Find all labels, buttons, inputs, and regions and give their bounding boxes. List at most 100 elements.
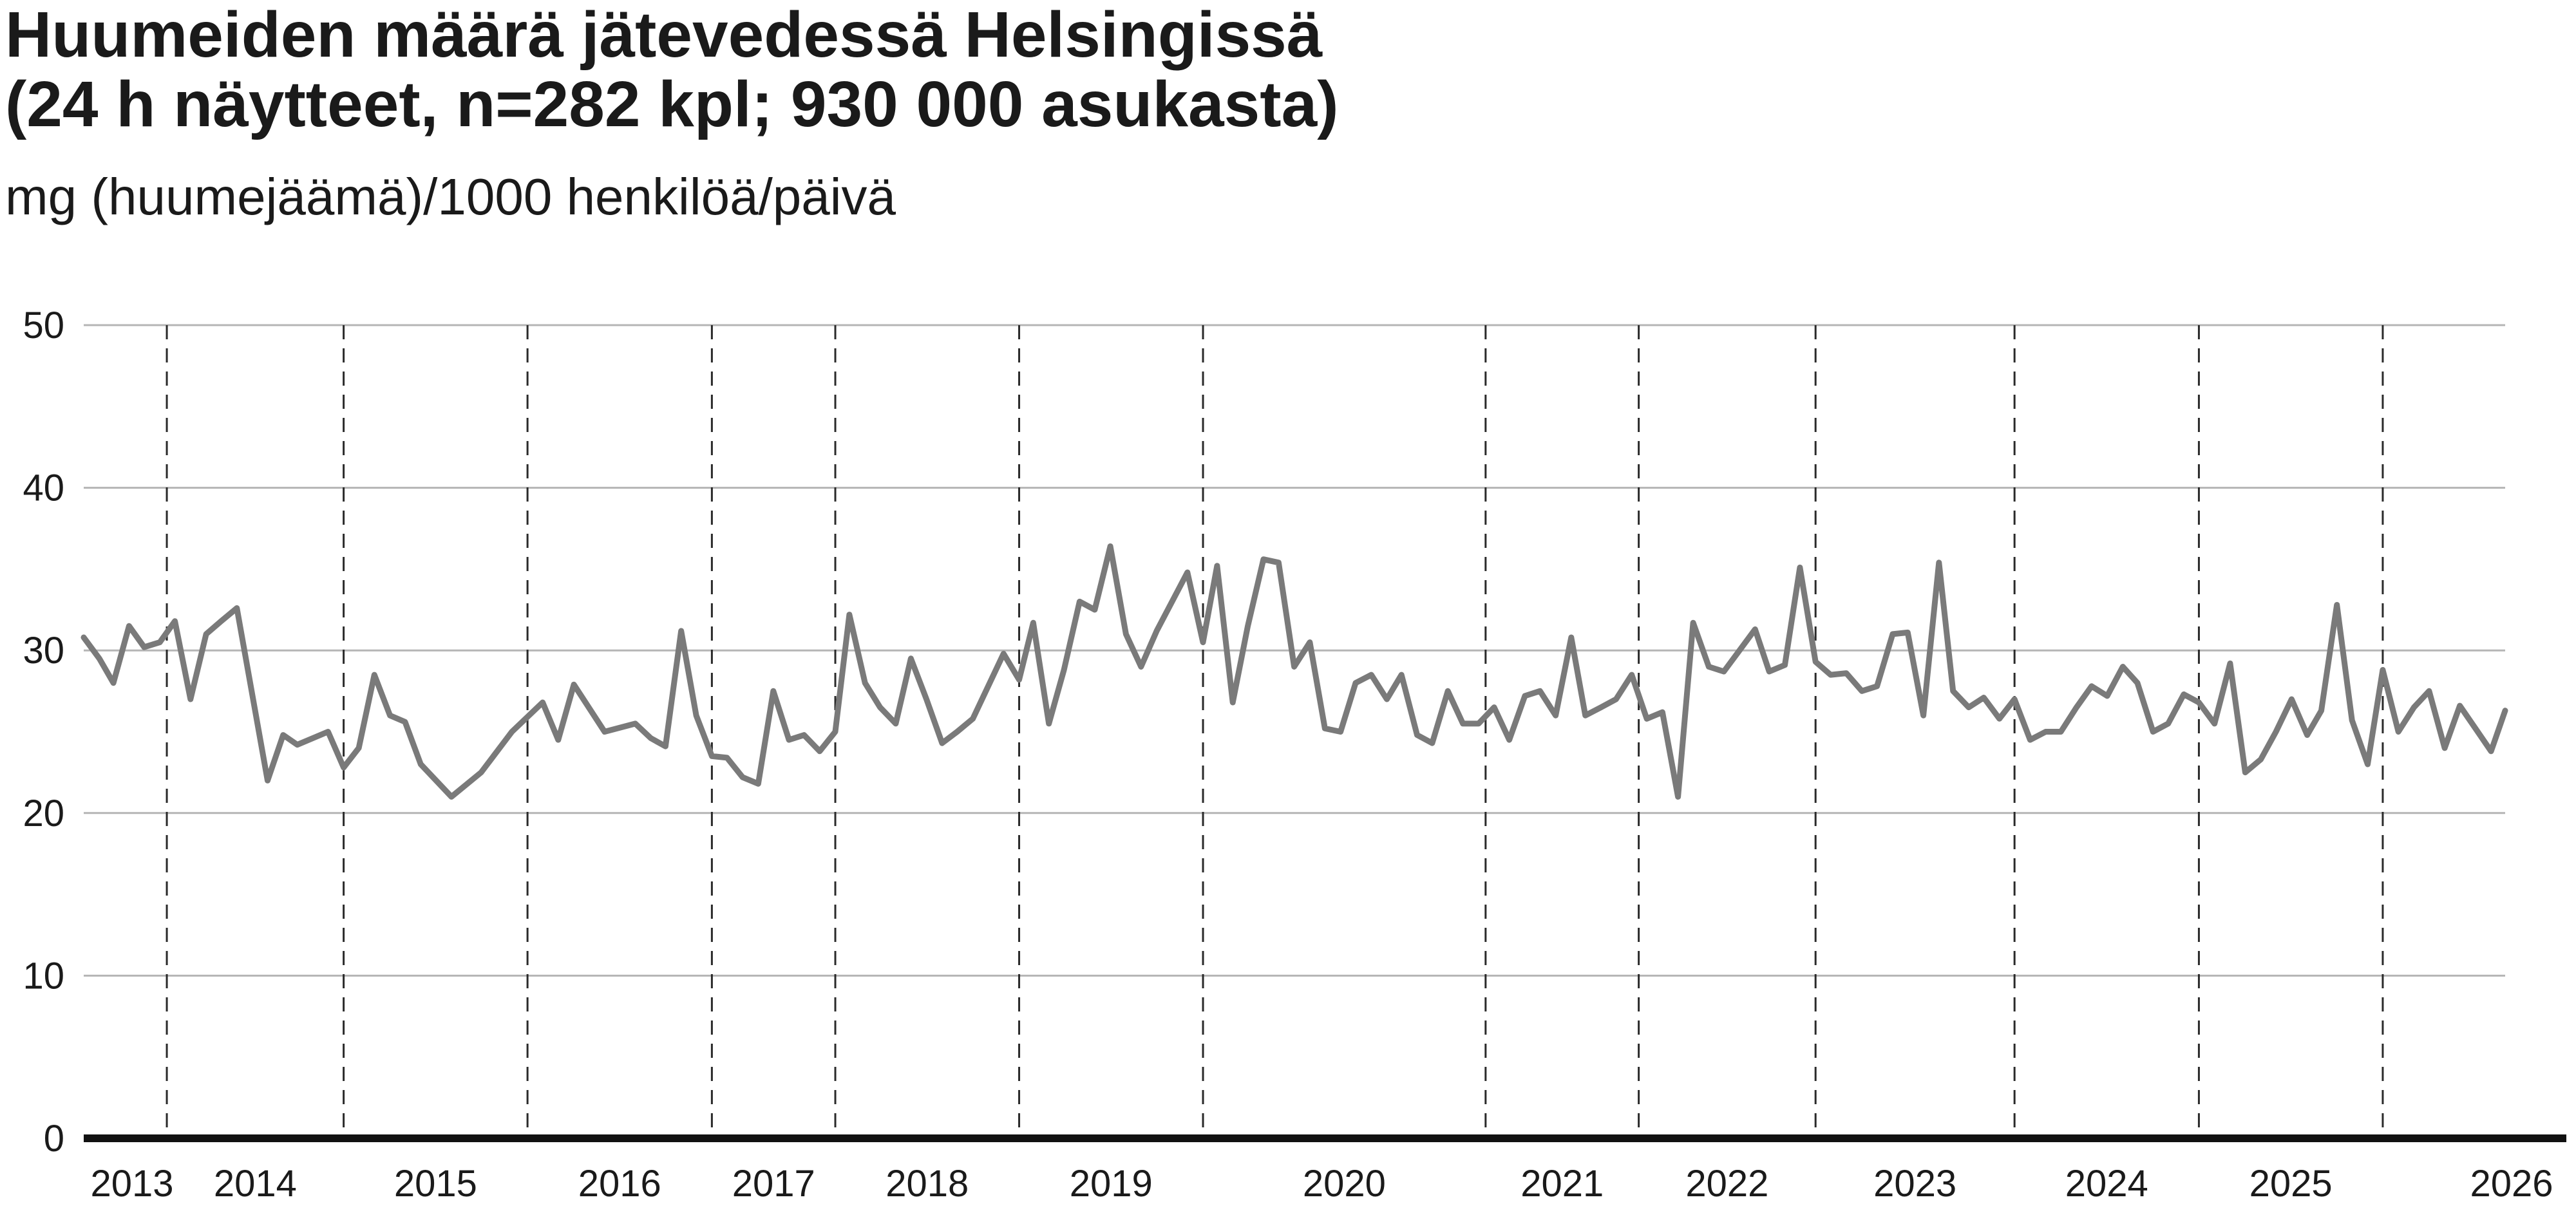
data-point: [2213, 722, 2216, 725]
data-point: [2351, 719, 2354, 722]
series-layer: [80, 543, 2508, 800]
data-point: [848, 613, 851, 616]
data-point: [1370, 673, 1373, 677]
data-point: [956, 730, 959, 733]
data-point: [1615, 698, 1618, 701]
data-point: [1661, 711, 1664, 714]
data-point: [142, 646, 146, 649]
data-point: [2366, 763, 2369, 766]
x-tick-label: 2016: [578, 1163, 661, 1205]
data-point: [1676, 795, 1680, 798]
data-point: [266, 779, 269, 782]
chart-title: Huumeiden määrä jätevedessä Helsingissä …: [5, 0, 1339, 139]
data-point: [788, 738, 791, 742]
axis-layer: 2013 2014 2015 2016 2017 2018 2019 2020 2021 2022…: [84, 1134, 2566, 1205]
data-point: [894, 722, 897, 725]
data-point: [1967, 706, 1970, 709]
data-point: [1814, 660, 1817, 663]
data-point: [2136, 681, 2139, 684]
x-tick-label: 2023: [1873, 1163, 1956, 1205]
x-tick-label: 2017: [732, 1163, 815, 1205]
data-point: [2474, 727, 2477, 730]
data-point: [541, 701, 544, 704]
data-point: [1002, 652, 1005, 655]
data-point: [1998, 717, 2001, 720]
data-point: [2228, 662, 2231, 665]
chart-title-line1: Huumeiden määrä jätevedessä Helsingissä: [5, 0, 1323, 71]
data-point: [1906, 631, 1909, 634]
data-point: [2013, 698, 2016, 701]
data-point: [296, 743, 299, 746]
data-point: [818, 749, 821, 753]
x-tick-label: 2024: [2065, 1163, 2148, 1205]
data-point: [925, 698, 928, 701]
data-point: [388, 714, 392, 717]
data-point: [1124, 632, 1128, 635]
data-point: [1829, 673, 1832, 677]
x-tick-label: 2018: [886, 1163, 969, 1205]
y-tick-label: 30: [23, 630, 64, 672]
data-point: [1783, 663, 1786, 666]
data-point: [1798, 566, 1801, 569]
data-point: [556, 738, 560, 742]
data-point: [2290, 698, 2293, 701]
grid-layer: 0 10 20 30 40 50: [23, 305, 2505, 1160]
data-point: [940, 742, 943, 745]
data-point: [1523, 694, 1526, 697]
data-point: [1508, 738, 1511, 742]
data-point: [1768, 670, 1771, 673]
data-point: [1293, 665, 1296, 668]
data-point: [741, 776, 744, 779]
data-point: [1018, 678, 1021, 681]
y-tick-label: 50: [23, 305, 64, 346]
data-point: [909, 657, 913, 660]
data-point: [2152, 730, 2155, 733]
data-point: [2166, 722, 2170, 725]
data-point: [450, 795, 453, 798]
data-point: [1032, 621, 1035, 625]
data-point: [1430, 742, 1434, 745]
x-tick-label: 2022: [1685, 1163, 1768, 1205]
x-tick-label: 2025: [2249, 1163, 2333, 1205]
data-point: [510, 730, 513, 733]
data-point: [1323, 727, 1327, 730]
data-point: [235, 606, 238, 610]
data-point: [2412, 706, 2416, 709]
data-point: [1722, 670, 1725, 673]
data-point: [220, 619, 223, 623]
x-tick-label: 2021: [1520, 1163, 1604, 1205]
data-point: [112, 681, 115, 684]
data-point: [2244, 771, 2247, 774]
data-point: [1202, 641, 1204, 644]
data-point: [2458, 704, 2461, 708]
data-point: [603, 730, 606, 733]
data-point: [158, 641, 162, 644]
data-point: [2197, 701, 2201, 704]
data-point: [864, 681, 867, 684]
data-point: [710, 755, 714, 758]
data-point: [2090, 684, 2093, 688]
x-tick-label: 2019: [1070, 1163, 1153, 1205]
data-point: [1400, 673, 1403, 677]
y-tick-label: 40: [23, 467, 64, 509]
data-point: [1308, 641, 1311, 644]
data-point: [82, 636, 85, 639]
x-tick-label: 2015: [394, 1163, 477, 1205]
data-point: [342, 766, 345, 769]
data-point: [98, 657, 101, 660]
data-point: [1937, 561, 1940, 564]
data-point: [834, 730, 837, 733]
data-point: [357, 746, 361, 749]
data-point: [1109, 545, 1112, 548]
data-point: [1461, 722, 1464, 725]
data-point: [1754, 628, 1757, 631]
data-point: [128, 625, 131, 628]
data-point: [2121, 665, 2125, 668]
data-point: [404, 720, 406, 724]
data-point: [1738, 649, 1741, 652]
data-point: [205, 632, 208, 635]
data-point: [1446, 690, 1450, 693]
data-point: [1093, 608, 1096, 611]
data-point: [1416, 733, 1419, 737]
